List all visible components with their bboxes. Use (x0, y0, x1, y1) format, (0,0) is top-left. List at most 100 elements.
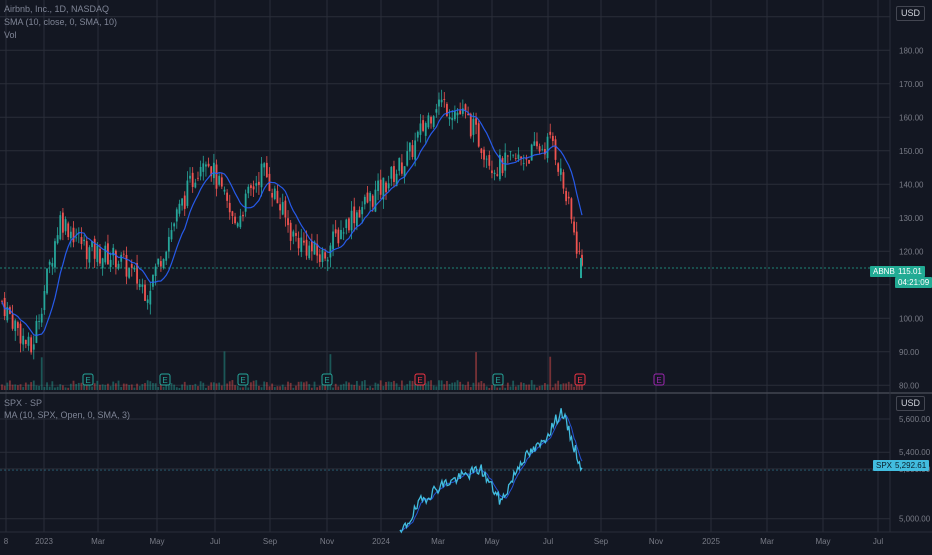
candle-body (263, 163, 266, 168)
volume-bar (27, 384, 30, 390)
candle-body (247, 186, 250, 194)
volume-bar (517, 385, 520, 390)
candle-body (435, 109, 438, 113)
earnings-marker-label: E (324, 376, 329, 385)
candle-body (30, 337, 33, 353)
symbol-legend[interactable]: Airbnb, Inc., 1D, NASDAQ (4, 4, 110, 14)
volume-bar (186, 385, 189, 390)
volume-bar (469, 387, 472, 390)
volume-bar (342, 383, 345, 390)
candle-body (96, 245, 99, 263)
volume-bar (239, 387, 242, 390)
candle-body (379, 179, 382, 195)
volume-bar (205, 387, 207, 390)
volume-bar (551, 387, 554, 390)
volume-bar (199, 381, 202, 390)
volume-bar (96, 380, 99, 390)
ma-legend[interactable]: MA (10, SPX, Open, 0, SMA, 3) (4, 410, 131, 420)
candle-body (236, 223, 239, 227)
candle-body (475, 118, 477, 125)
volume-bar (75, 384, 78, 390)
volume-bar (377, 383, 379, 390)
volume-bar (353, 384, 356, 390)
candle-body (305, 239, 308, 256)
candle-body (443, 99, 446, 101)
volume-bar (573, 386, 575, 390)
volume-bar (104, 384, 107, 390)
volume-legend[interactable]: Vol (4, 30, 17, 40)
volume-bar (350, 384, 353, 390)
volume-bar (265, 382, 268, 390)
time-tick-label: 2025 (702, 537, 720, 546)
price-tick-label: 80.00 (899, 381, 920, 390)
volume-bar (88, 385, 91, 390)
volume-bar (231, 380, 234, 390)
volume-bar (236, 385, 239, 390)
candle-body (451, 117, 454, 121)
candle-body (393, 166, 395, 182)
candle-body (427, 115, 430, 128)
candle-body (59, 215, 62, 240)
volume-bar (570, 383, 573, 390)
volume-bar (125, 383, 128, 390)
earnings-marker: E (321, 373, 333, 386)
volume-bar (11, 384, 14, 390)
candle-body (281, 202, 284, 215)
volume-bar (46, 382, 48, 390)
volume-bar (374, 382, 377, 390)
spx-legend[interactable]: SPX · SP (4, 398, 43, 408)
currency-button-bottom[interactable]: USD (896, 396, 926, 411)
volume-bar (379, 380, 382, 390)
time-tick-label: May (815, 537, 830, 546)
volume-bar (202, 382, 205, 390)
volume-bar (530, 380, 533, 390)
candle-body (152, 274, 154, 287)
volume-bar (348, 382, 350, 390)
volume-bar (416, 381, 419, 390)
candle-body (554, 139, 557, 160)
candle-body (578, 250, 581, 252)
candle-body (276, 190, 279, 204)
volume-bar (361, 381, 364, 390)
candle-body (403, 166, 406, 177)
candle-body (138, 283, 141, 288)
volume-bar (223, 351, 226, 390)
candle-body (488, 155, 491, 166)
candle-body (514, 158, 517, 160)
candle-body (194, 182, 197, 188)
currency-button-top[interactable]: USD (896, 6, 926, 21)
volume-bar (38, 385, 40, 390)
volume-bar (501, 380, 504, 390)
volume-bar (69, 383, 72, 390)
candle-body (114, 250, 117, 268)
volume-bar (1, 384, 3, 390)
candle-body (371, 195, 374, 207)
volume-bar (197, 386, 199, 390)
volume-bar (138, 386, 141, 390)
candle-body (355, 212, 358, 226)
candle-body (385, 182, 387, 193)
candle-body (297, 237, 300, 249)
candle-body (509, 151, 512, 153)
candle-body (350, 210, 353, 231)
candle-body (128, 268, 131, 278)
volume-bar (432, 385, 435, 390)
time-tick-label: 2024 (372, 537, 390, 546)
sma-legend[interactable]: SMA (10, close, 0, SMA, 10) (4, 17, 118, 27)
candle-body (279, 204, 281, 211)
price-tick-label: 180.00 (899, 46, 924, 55)
volume-bar (160, 383, 162, 390)
candle-body (361, 207, 364, 215)
volume-bar (345, 381, 348, 390)
candle-body (109, 259, 112, 268)
candle-body (24, 339, 27, 345)
candle-body (154, 266, 157, 276)
volume-bar (210, 382, 213, 390)
volume-bar (77, 382, 80, 390)
candle-body (395, 173, 398, 187)
volume-bar (387, 381, 390, 390)
candle-body (6, 307, 9, 321)
candle-body (144, 284, 146, 301)
